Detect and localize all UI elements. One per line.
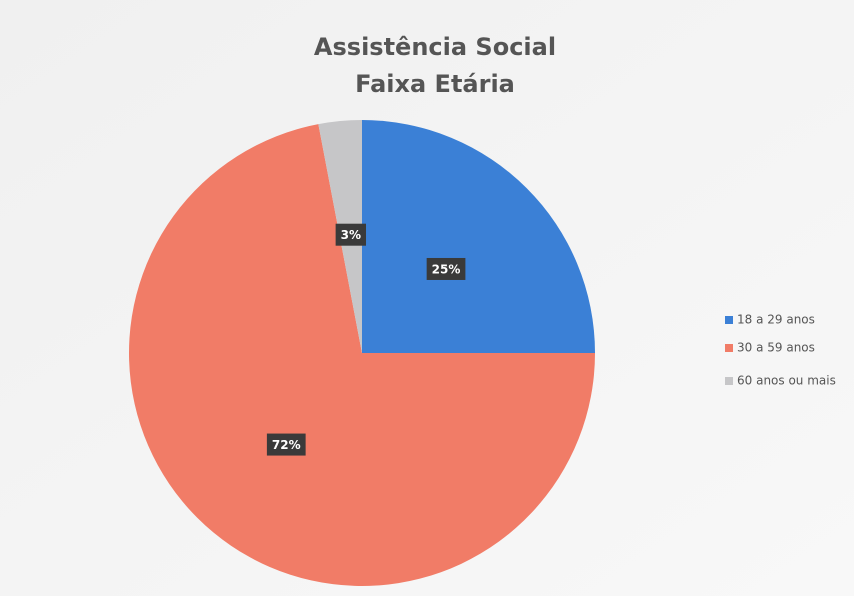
- legend-swatch: [725, 316, 733, 324]
- legend-label: 60 anos ou mais: [737, 374, 836, 388]
- legend-label: 18 a 29 anos: [737, 313, 815, 327]
- data-label: 25%: [432, 262, 461, 276]
- legend-swatch: [725, 344, 733, 352]
- legend-swatch: [725, 377, 733, 385]
- chart-title: Assistência Social: [314, 33, 556, 61]
- legend-label: 30 a 59 anos: [737, 341, 815, 355]
- data-label-box: [335, 223, 367, 246]
- data-label: 72%: [272, 438, 301, 452]
- data-label: 3%: [341, 228, 361, 242]
- data-label-box: [426, 257, 466, 280]
- data-label-box: [266, 433, 306, 456]
- chart-title: Faixa Etária: [355, 70, 515, 98]
- pie-slice: [128, 124, 595, 586]
- pie-slice: [362, 120, 595, 353]
